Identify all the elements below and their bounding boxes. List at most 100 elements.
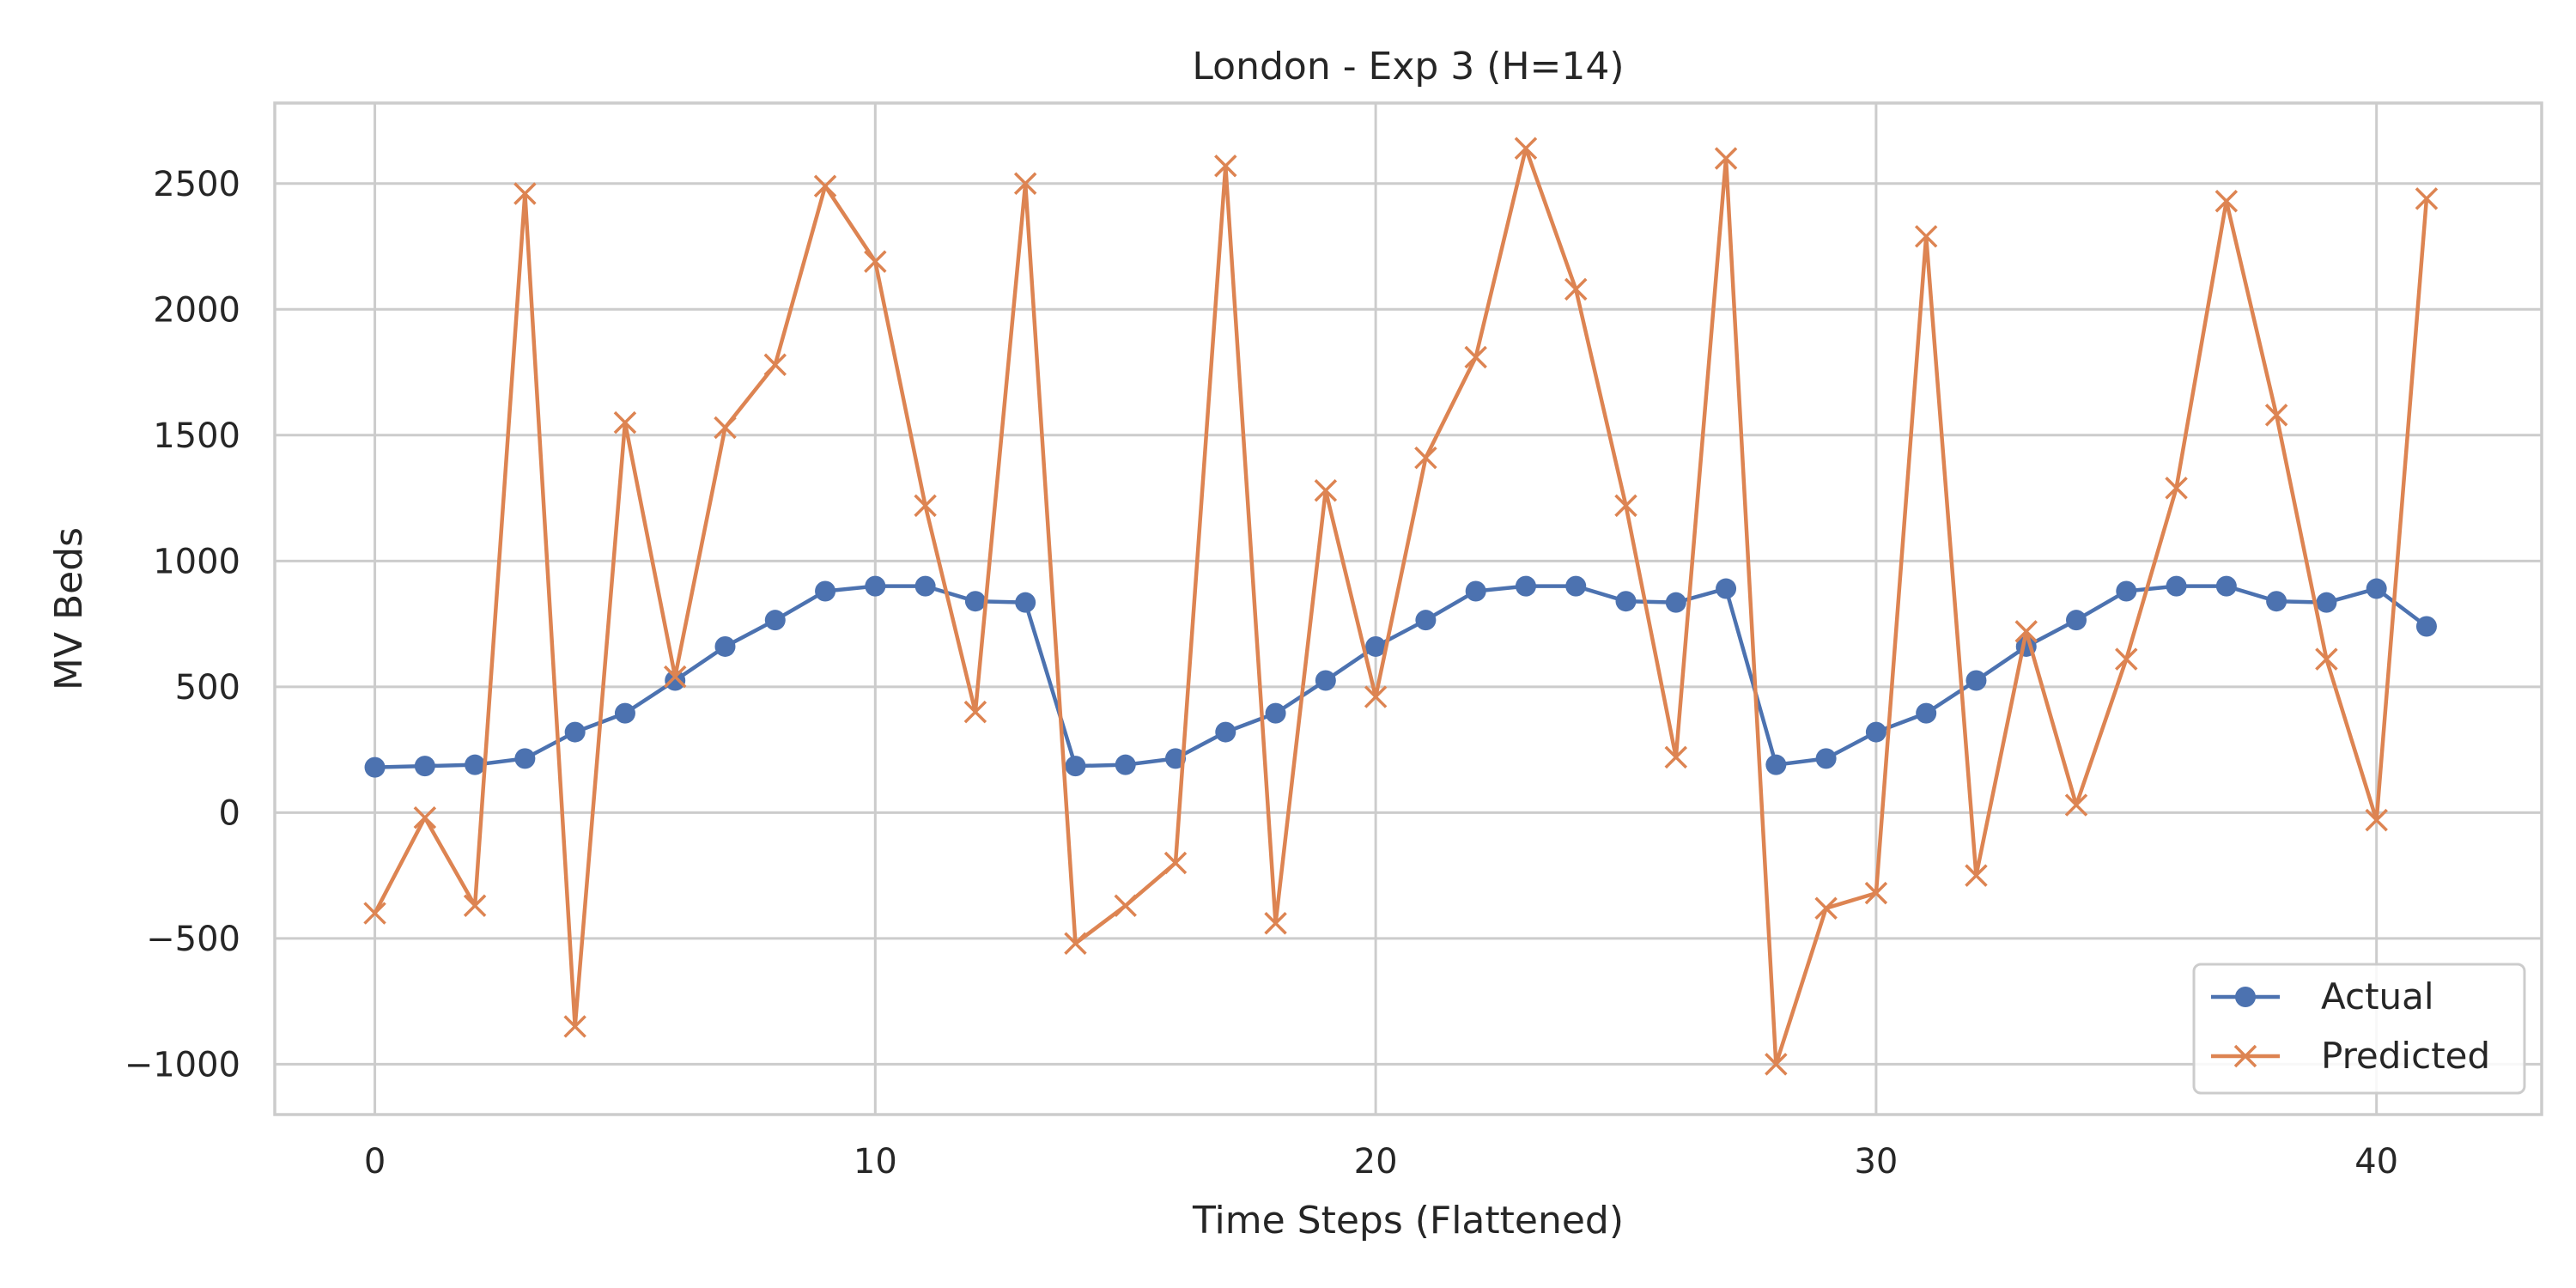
data-point-predicted (963, 700, 987, 724)
x-tick-label: 20 (1354, 1142, 1398, 1182)
data-point-actual (2316, 592, 2337, 613)
data-point-predicted (1013, 172, 1037, 196)
legend: Actual Predicted (2192, 963, 2526, 1095)
data-point-predicted (1064, 932, 1087, 955)
data-point-predicted (1314, 479, 1338, 502)
data-point-predicted (2014, 620, 2038, 643)
y-tick-label: 500 (175, 668, 240, 708)
data-point-actual (1415, 610, 1437, 631)
series-predicted (363, 137, 2439, 1076)
data-point-predicted (1714, 147, 1738, 170)
data-point-actual (714, 635, 736, 657)
y-tick-label: 2500 (153, 165, 240, 204)
data-point-actual (2366, 578, 2387, 599)
data-point-actual (1565, 575, 1587, 597)
legend-actual-marker (2235, 987, 2256, 1007)
data-point-actual (764, 610, 786, 631)
x-tick-label: 30 (1854, 1142, 1898, 1182)
x-tick-label: 10 (854, 1142, 897, 1182)
data-point-predicted (1564, 277, 1588, 301)
data-point-predicted (1664, 745, 1688, 769)
data-point-predicted (1614, 494, 1637, 518)
y-tick-label: 2000 (153, 290, 240, 330)
data-point-predicted (1814, 896, 1838, 920)
data-point-actual (514, 748, 536, 769)
data-point-actual (1115, 754, 1136, 775)
data-point-actual (1515, 575, 1536, 597)
data-point-actual (865, 575, 886, 597)
data-point-predicted (1765, 1053, 1788, 1076)
data-point-predicted (613, 410, 637, 434)
y-tick-label: −500 (146, 920, 240, 959)
data-point-actual (1215, 721, 1236, 743)
x-axis-label: Time Steps (Flattened) (1192, 1199, 1624, 1242)
data-point-actual (1365, 635, 1387, 657)
data-point-actual (1765, 754, 1787, 775)
data-point-actual (1965, 670, 1987, 691)
data-point-actual (1265, 702, 1286, 724)
data-point-actual (614, 702, 635, 724)
data-point-predicted (363, 902, 386, 925)
data-point-actual (1465, 580, 1486, 602)
y-tick-label: 0 (219, 793, 240, 833)
data-point-predicted (2415, 187, 2439, 210)
data-point-actual (1065, 756, 1086, 777)
data-point-actual (1315, 670, 1336, 691)
data-point-actual (964, 591, 986, 612)
data-point-actual (1865, 721, 1886, 743)
data-point-predicted (1163, 851, 1188, 875)
data-point-actual (564, 721, 586, 743)
series-line-predicted (373, 146, 2429, 1066)
data-point-predicted (563, 1015, 586, 1038)
data-point-predicted (1464, 345, 1487, 369)
data-point-actual (1815, 748, 1837, 769)
y-tick-label: 1000 (153, 542, 240, 581)
data-point-predicted (914, 494, 937, 518)
data-point-predicted (2215, 190, 2239, 213)
data-point-predicted (1965, 864, 1988, 887)
data-point-actual (2166, 575, 2187, 597)
data-point-actual (2116, 580, 2137, 602)
x-tick-label: 0 (364, 1142, 386, 1182)
data-point-predicted (463, 894, 487, 918)
data-point-actual (1165, 748, 1187, 769)
data-point-actual (1665, 592, 1686, 613)
data-point-actual (2066, 610, 2087, 631)
data-point-actual (815, 580, 836, 602)
x-tick-label: 40 (2354, 1142, 2398, 1182)
data-point-predicted (1914, 225, 1938, 248)
data-point-predicted (663, 665, 687, 689)
data-point-predicted (2165, 477, 2188, 500)
data-point-actual (1916, 702, 1937, 724)
data-point-actual (1015, 592, 1036, 613)
data-point-predicted (2115, 647, 2138, 671)
data-point-actual (1716, 578, 1737, 599)
y-tick-label: −1000 (125, 1045, 240, 1084)
data-point-actual (1615, 591, 1637, 612)
series-actual (364, 575, 2437, 778)
data-point-actual (364, 756, 386, 778)
data-point-predicted (813, 174, 837, 197)
legend-predicted-label: Predicted (2321, 1035, 2490, 1077)
y-axis-label: MV Beds (47, 527, 91, 690)
data-point-predicted (2365, 808, 2388, 832)
data-point-predicted (864, 250, 887, 273)
data-point-predicted (413, 805, 437, 829)
plot-frame (273, 101, 2543, 1116)
data-point-predicted (2264, 404, 2288, 427)
data-point-predicted (763, 353, 787, 376)
chart-title: London - Exp 3 (H=14) (1192, 45, 1624, 88)
data-point-actual (2415, 616, 2437, 637)
data-point-actual (2266, 591, 2287, 612)
data-point-actual (414, 756, 435, 777)
legend-predicted-marker (2233, 1044, 2257, 1068)
data-point-actual (465, 754, 486, 775)
data-point-predicted (513, 182, 537, 205)
data-point-predicted (2064, 793, 2088, 817)
data-point-actual (2215, 575, 2237, 597)
data-point-predicted (1264, 912, 1287, 935)
data-point-actual (914, 575, 936, 597)
data-point-predicted (1414, 446, 1437, 470)
tick-layer: 0 10 20 30 40 −1000 −500 0 500 1000 1500 2000 2500 (125, 165, 2398, 1182)
